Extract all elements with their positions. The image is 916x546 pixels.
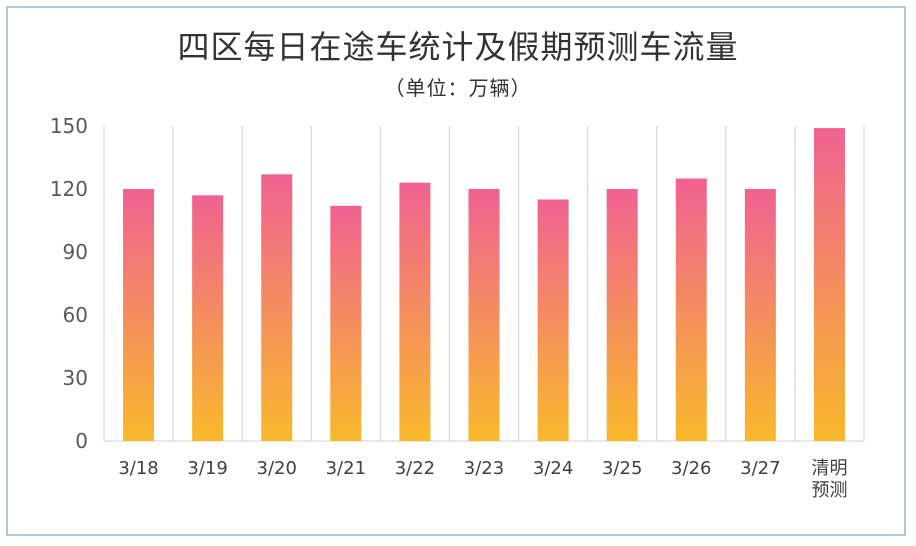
bar — [330, 205, 362, 441]
y-tick-label: 60 — [63, 303, 88, 327]
bar — [537, 199, 569, 441]
bar — [744, 189, 776, 441]
bar — [813, 128, 845, 441]
y-tick-label: 0 — [75, 429, 88, 453]
chart-title: 四区每日在途车统计及假期预测车流量 — [177, 28, 739, 66]
y-axis: 0 30 60 90 120 150 — [50, 114, 88, 453]
bar — [261, 174, 293, 442]
x-tick-label: 3/23 — [464, 458, 504, 479]
x-tick-label: 3/25 — [602, 458, 642, 479]
x-tick-label: 3/19 — [187, 458, 227, 479]
bar — [399, 182, 431, 441]
y-tick-label: 120 — [50, 177, 88, 201]
x-tick-label: 3/24 — [533, 458, 573, 479]
bar — [675, 178, 707, 441]
x-tick-label: 3/22 — [395, 458, 435, 479]
chart-subtitle: （单位：万辆） — [384, 76, 532, 100]
bar — [606, 189, 638, 441]
bars — [123, 128, 845, 442]
x-tick-label: 3/27 — [740, 458, 780, 479]
x-tick-label: 3/18 — [118, 458, 158, 479]
bar — [192, 195, 224, 441]
x-tick-label: 3/20 — [257, 458, 297, 479]
x-tick-label: 3/26 — [671, 458, 711, 479]
x-axis: 3/18 3/19 3/20 3/21 3/22 3/23 3/24 3/25 3/26 3/27… — [118, 458, 847, 501]
y-tick-label: 30 — [63, 366, 88, 390]
x-tick-label: 3/21 — [326, 458, 366, 479]
bar — [468, 189, 500, 441]
bar — [123, 189, 155, 441]
y-tick-label: 90 — [63, 240, 88, 264]
x-tick-label: 清明 — [811, 458, 847, 479]
x-tick-label: 预测 — [811, 480, 847, 501]
y-tick-label: 150 — [50, 114, 88, 138]
